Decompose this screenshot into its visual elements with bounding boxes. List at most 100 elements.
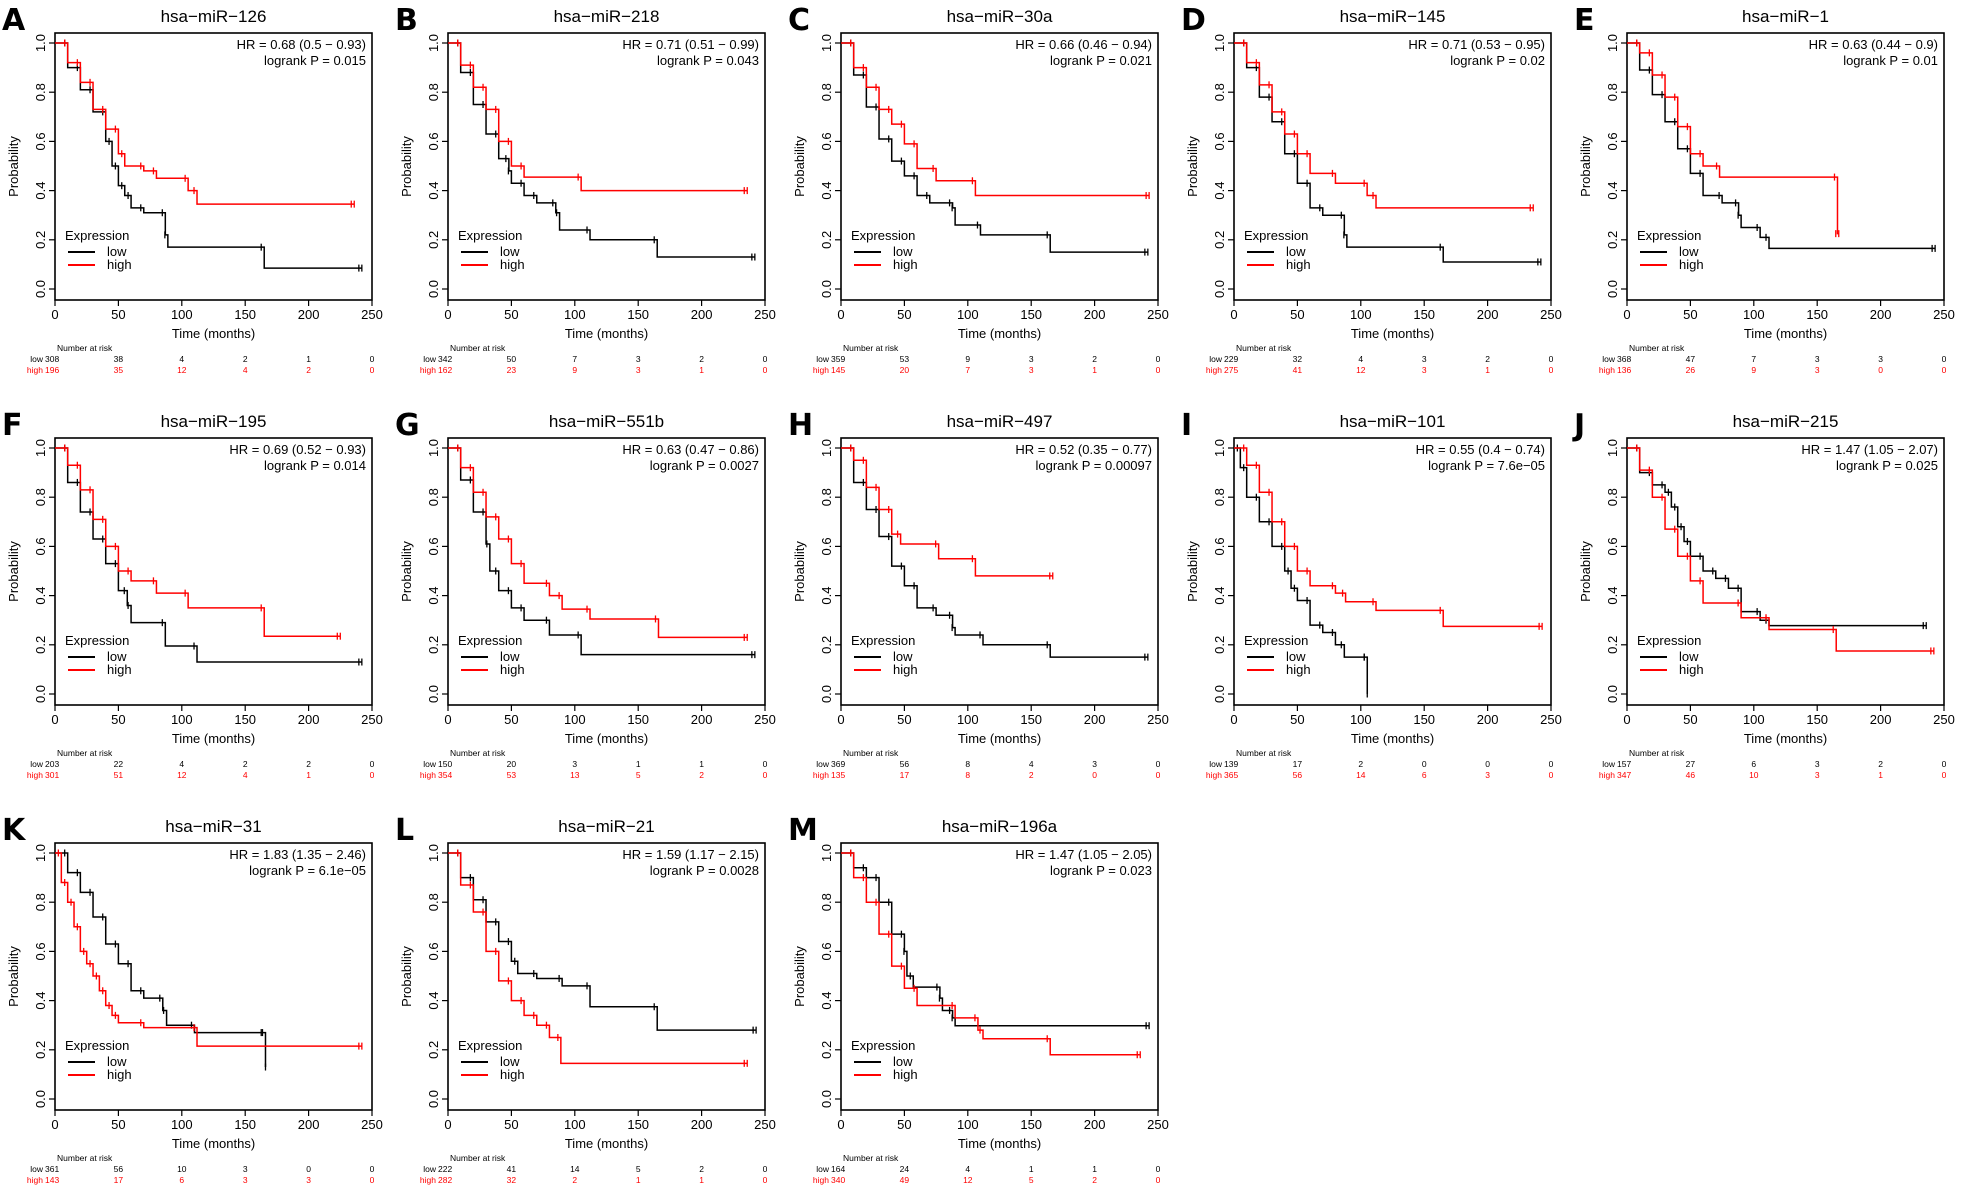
legend-label-low: low (500, 1054, 520, 1069)
y-tick-label: 0.8 (33, 83, 48, 101)
y-tick-label: 0.0 (426, 1090, 441, 1108)
x-tick-label: 100 (957, 307, 979, 322)
x-tick-label: 50 (1290, 307, 1304, 322)
chart-title: hsa−miR−218 (554, 7, 660, 26)
risk-value-low: 0 (1156, 354, 1161, 364)
panel-letter: D (1181, 3, 1206, 38)
logrank-p-label: logrank P = 7.6e−05 (1428, 458, 1545, 473)
x-tick-label: 50 (1683, 307, 1697, 322)
x-tick-label: 0 (837, 307, 844, 322)
risk-value-low: 2 (699, 1164, 704, 1174)
logrank-p-label: logrank P = 0.02 (1450, 53, 1545, 68)
hazard-ratio-label: HR = 0.52 (0.35 − 0.77) (1015, 442, 1152, 457)
legend-label-high: high (500, 662, 525, 677)
x-tick-label: 150 (627, 1117, 649, 1132)
x-tick-label: 250 (1147, 1117, 1169, 1132)
km-curve-high (841, 42, 1150, 197)
km-curve-high (841, 447, 1053, 577)
risk-value-low: 0 (1422, 759, 1427, 769)
y-axis-label: Probability (1185, 136, 1200, 197)
legend-label-high: high (107, 257, 132, 272)
x-tick-label: 250 (1540, 712, 1562, 727)
legend-label-high: high (893, 1067, 918, 1082)
x-tick-label: 50 (897, 307, 911, 322)
legend-label-high: high (500, 1067, 525, 1082)
x-tick-label: 0 (51, 712, 58, 727)
risk-value-high: 340 (831, 1175, 845, 1185)
y-axis-label: Probability (1185, 541, 1200, 602)
risk-row-label-high: high (27, 1175, 43, 1185)
risk-value-high: 0 (1549, 770, 1554, 780)
y-tick-label: 0.8 (819, 488, 834, 506)
chart-title: hsa−miR−215 (1733, 412, 1839, 431)
risk-value-low: 0 (1942, 759, 1947, 769)
risk-value-high: 2 (699, 770, 704, 780)
x-axis-label: Time (months) (565, 1136, 648, 1151)
risk-value-low: 0 (1942, 354, 1947, 364)
risk-value-high: 143 (45, 1175, 59, 1185)
y-tick-label: 0.4 (1212, 587, 1227, 605)
risk-value-low: 41 (507, 1164, 517, 1174)
legend-label-low: low (893, 649, 913, 664)
risk-value-low: 0 (370, 354, 375, 364)
x-tick-label: 0 (1623, 712, 1630, 727)
risk-value-high: 2 (1092, 1175, 1097, 1185)
x-tick-label: 100 (171, 307, 193, 322)
risk-value-high: 12 (177, 770, 187, 780)
risk-value-low: 0 (763, 759, 768, 769)
legend-title: Expression (458, 633, 522, 648)
chart-title: hsa−miR−21 (558, 817, 654, 836)
risk-value-low: 2 (1358, 759, 1363, 769)
km-curve-high (1234, 42, 1534, 209)
legend-title: Expression (851, 228, 915, 243)
x-axis-label: Time (months) (1351, 731, 1434, 746)
panel-letter: E (1574, 3, 1595, 38)
risk-row-label-low: low (816, 354, 830, 364)
panel-letter: K (2, 813, 27, 848)
chart-title: hsa−miR−195 (161, 412, 267, 431)
plot-frame (1233, 437, 1552, 706)
y-tick-label: 0.8 (1605, 83, 1620, 101)
risk-value-high: 3 (243, 1175, 248, 1185)
y-tick-label: 0.8 (1212, 488, 1227, 506)
risk-value-low: 308 (45, 354, 59, 364)
x-tick-label: 250 (754, 712, 776, 727)
risk-value-high: 9 (1751, 365, 1756, 375)
risk-value-low: 0 (1549, 354, 1554, 364)
y-tick-label: 0.4 (1605, 182, 1620, 200)
risk-value-high: 12 (1356, 365, 1366, 375)
risk-row-label-low: low (1602, 759, 1616, 769)
x-tick-label: 250 (361, 1117, 383, 1132)
x-tick-label: 50 (111, 307, 125, 322)
y-tick-label: 0.2 (426, 231, 441, 249)
y-tick-label: 0.2 (426, 636, 441, 654)
y-tick-label: 0.8 (1212, 83, 1227, 101)
x-tick-label: 150 (1806, 307, 1828, 322)
chart-title: hsa−miR−31 (165, 817, 261, 836)
risk-value-low: 3 (1422, 354, 1427, 364)
risk-value-low: 0 (370, 1164, 375, 1174)
hazard-ratio-label: HR = 0.71 (0.53 − 0.95) (1408, 37, 1545, 52)
y-tick-label: 1.0 (33, 34, 48, 52)
risk-table-title: Number at risk (843, 343, 899, 353)
y-axis-label: Probability (1578, 541, 1593, 602)
legend-title: Expression (458, 1038, 522, 1053)
risk-value-high: 3 (1485, 770, 1490, 780)
legend-label-high: high (893, 662, 918, 677)
x-tick-label: 0 (51, 1117, 58, 1132)
risk-value-high: 1 (699, 1175, 704, 1185)
y-tick-label: 0.6 (426, 132, 441, 150)
risk-value-low: 2 (1092, 354, 1097, 364)
risk-row-label-low: low (1602, 354, 1616, 364)
legend-title: Expression (1244, 228, 1308, 243)
km-curve-high (448, 852, 748, 1065)
risk-value-high: 1 (636, 1175, 641, 1185)
risk-value-low: 3 (1815, 759, 1820, 769)
risk-value-low: 1 (306, 354, 311, 364)
risk-value-high: 6 (179, 1175, 184, 1185)
risk-value-high: 53 (507, 770, 517, 780)
y-tick-label: 0.6 (819, 132, 834, 150)
legend-title: Expression (458, 228, 522, 243)
